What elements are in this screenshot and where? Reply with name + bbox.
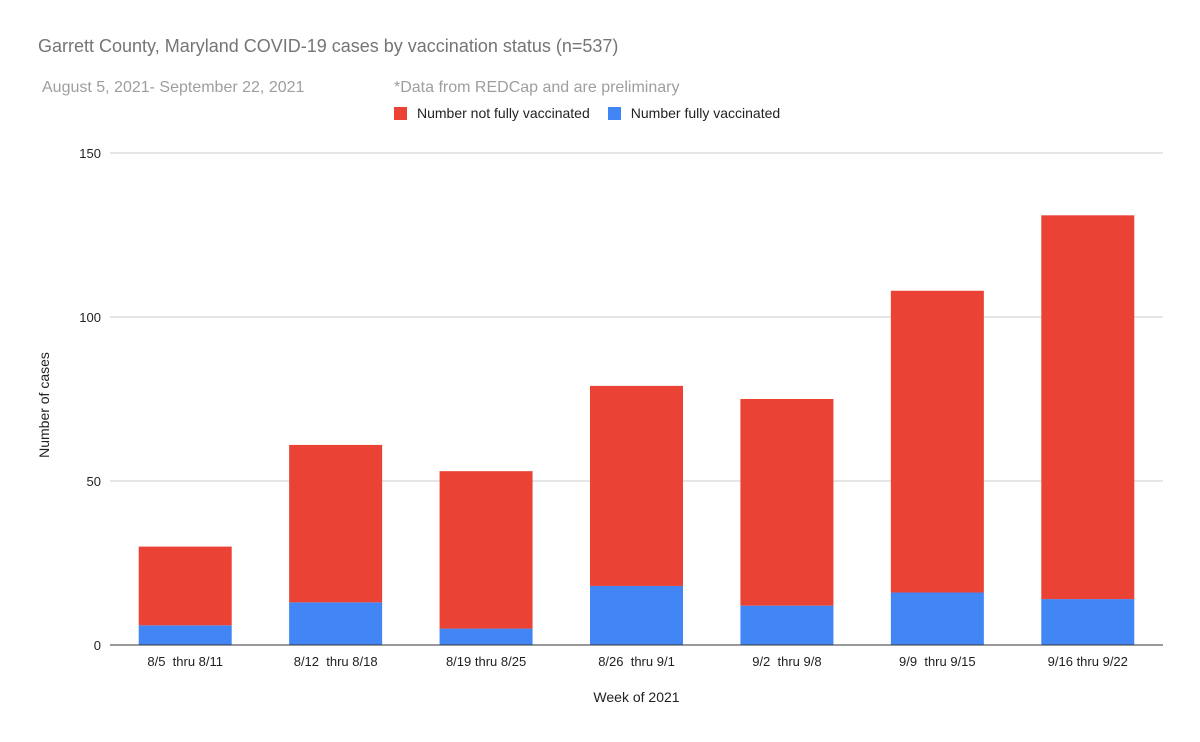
chart-annotation: *Data from REDCap and are preliminary bbox=[394, 79, 680, 96]
bar-fully-vaccinated-6 bbox=[1041, 599, 1135, 645]
y-tick-label-100: 100 bbox=[79, 310, 101, 325]
y-axis-label: Number of cases bbox=[36, 352, 52, 458]
bar-not-fully-vaccinated-0 bbox=[138, 546, 232, 626]
x-tick-label-5: 9/9 thru 9/15 bbox=[899, 654, 976, 669]
bar-not-fully-vaccinated-5 bbox=[890, 290, 984, 593]
bar-not-fully-vaccinated-1 bbox=[289, 444, 383, 603]
bar-fully-vaccinated-0 bbox=[138, 625, 232, 645]
bar-fully-vaccinated-2 bbox=[439, 628, 533, 645]
bar-fully-vaccinated-5 bbox=[890, 592, 984, 645]
x-tick-label-0: 8/5 thru 8/11 bbox=[147, 654, 223, 669]
legend-item-fully-vaccinated: Number fully vaccinated bbox=[607, 105, 781, 121]
bar-not-fully-vaccinated-3 bbox=[590, 385, 683, 586]
bar-fully-vaccinated-4 bbox=[740, 605, 834, 645]
y-tick-label-50: 50 bbox=[87, 474, 101, 489]
x-tick-label-1: 8/12 thru 8/18 bbox=[294, 654, 378, 669]
x-tick-label-2: 8/19 thru 8/25 bbox=[446, 654, 526, 669]
bar-not-fully-vaccinated-2 bbox=[439, 471, 533, 629]
y-tick-label-0: 0 bbox=[94, 638, 101, 653]
x-tick-label-3: 8/26 thru 9/1 bbox=[598, 654, 675, 669]
bar-not-fully-vaccinated-4 bbox=[740, 399, 834, 606]
chart-legend: Number not fully vaccinated Number fully… bbox=[394, 105, 798, 121]
legend-swatch-fully-vaccinated bbox=[607, 106, 621, 120]
legend-label-fully-vaccinated: Number fully vaccinated bbox=[630, 105, 781, 121]
x-tick-label-4: 9/2 thru 9/8 bbox=[752, 654, 821, 669]
legend-label-not-fully-vaccinated: Number not fully vaccinated bbox=[417, 105, 590, 121]
x-tick-label-6: 9/16 thru 9/22 bbox=[1048, 654, 1128, 669]
bar-fully-vaccinated-3 bbox=[590, 585, 683, 645]
bar-fully-vaccinated-1 bbox=[289, 602, 383, 645]
chart-title: Garrett County, Maryland COVID-19 cases … bbox=[38, 36, 619, 56]
chart-subtitle: August 5, 2021- September 22, 2021 bbox=[42, 79, 305, 96]
bar-not-fully-vaccinated-6 bbox=[1041, 215, 1135, 600]
legend-swatch-not-fully-vaccinated bbox=[394, 106, 407, 120]
x-axis-label: Week of 2021 bbox=[593, 689, 679, 705]
y-tick-label-150: 150 bbox=[79, 146, 101, 161]
legend-item-not-fully-vaccinated: Number not fully vaccinated bbox=[394, 105, 590, 121]
